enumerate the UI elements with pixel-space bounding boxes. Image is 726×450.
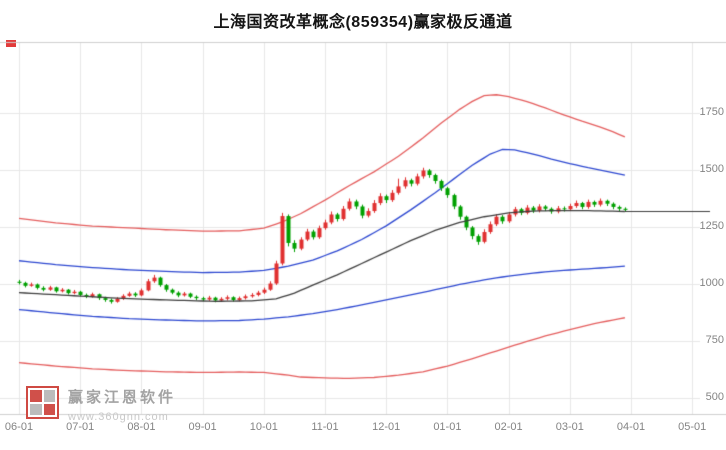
- logo-cell: [43, 390, 55, 402]
- y-axis-label: 1500: [699, 163, 724, 175]
- y-axis-label: 1750: [699, 106, 724, 118]
- y-axis-label: 500: [705, 391, 724, 403]
- x-axis-label: 03-01: [555, 421, 584, 433]
- x-axis-label: 06-01: [4, 421, 34, 433]
- x-axis-label: 01-01: [433, 421, 462, 433]
- y-axis-label: 1000: [699, 277, 724, 289]
- winner-logo-icon: [26, 386, 59, 419]
- x-axis-label: 05-01: [678, 421, 707, 433]
- x-axis-label: 02-01: [494, 421, 523, 433]
- x-axis-label: 12-01: [372, 421, 401, 433]
- watermark-brand: 赢家江恩软件: [68, 389, 177, 406]
- logo-cell: [43, 403, 55, 415]
- x-axis-label: 11-01: [311, 421, 339, 433]
- y-axis-label: 750: [705, 334, 724, 346]
- x-axis-label: 07-01: [66, 421, 95, 433]
- logo-cell: [30, 403, 42, 415]
- y-axis-label: 1250: [699, 220, 724, 232]
- logo-cell: [30, 390, 42, 402]
- x-axis-label: 04-01: [616, 421, 646, 433]
- x-axis-label: 09-01: [188, 421, 217, 433]
- watermark-url: www.360gnn.com: [68, 411, 169, 423]
- x-axis-label: 08-01: [127, 421, 156, 433]
- watermark: 赢家江恩软件 www.360gnn.com: [26, 386, 176, 423]
- x-axis-label: 10-01: [249, 421, 278, 433]
- watermark-text: 赢家江恩软件 www.360gnn.com: [68, 386, 176, 423]
